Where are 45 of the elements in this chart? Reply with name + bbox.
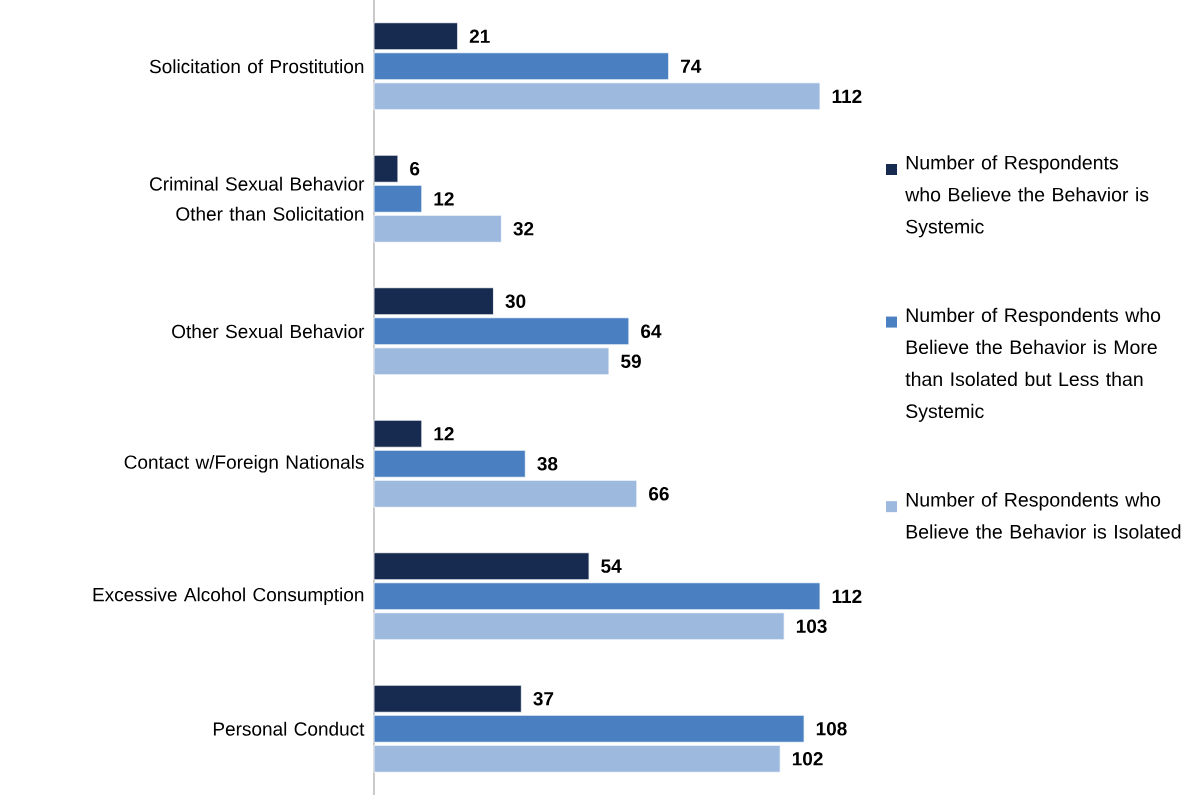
data-label: 12 bbox=[434, 192, 454, 206]
bar bbox=[373, 82, 821, 111]
data-label: 108 bbox=[816, 722, 847, 736]
legend-label: Number of Respondents who Believe the Behavior is More than Isolated but Less than Systemic bbox=[905, 307, 1161, 422]
y-tick-label: Personal Conduct bbox=[213, 721, 365, 736]
data-label: 102 bbox=[792, 752, 823, 766]
data-label: 32 bbox=[513, 222, 534, 236]
data-label: 64 bbox=[641, 324, 662, 338]
data-label: 74 bbox=[681, 59, 702, 73]
y-tick-label: Contact w/Foreign Nationals bbox=[124, 454, 364, 473]
data-label: 103 bbox=[796, 619, 827, 634]
bar bbox=[373, 214, 502, 243]
bar bbox=[373, 184, 423, 213]
data-label: 12 bbox=[434, 427, 454, 441]
bar bbox=[373, 552, 590, 581]
data-label: 30 bbox=[505, 294, 526, 308]
y-tick-label: Criminal Sexual Behavior Other than Solicitation bbox=[150, 176, 365, 221]
bar bbox=[373, 684, 522, 713]
data-label: 6 bbox=[410, 162, 420, 176]
data-label: 38 bbox=[537, 457, 558, 471]
bar bbox=[373, 22, 459, 51]
data-label: 66 bbox=[649, 487, 669, 501]
data-label: 37 bbox=[533, 692, 554, 706]
y-tick-label: Excessive Alcohol Consumption bbox=[93, 587, 364, 606]
bar bbox=[373, 347, 610, 376]
bar bbox=[373, 449, 526, 478]
data-label: 112 bbox=[832, 89, 862, 103]
bar bbox=[373, 582, 821, 611]
data-label: 54 bbox=[601, 559, 622, 573]
bar bbox=[373, 419, 423, 448]
bar bbox=[373, 287, 494, 316]
data-label: 112 bbox=[832, 589, 862, 603]
bar bbox=[373, 154, 399, 183]
data-label: 21 bbox=[469, 29, 490, 43]
bar bbox=[373, 317, 630, 346]
y-tick-label: Solicitation of Prostitution bbox=[149, 59, 364, 74]
legend-label: Number of Respondents who Believe the Behavior is Isolated bbox=[906, 492, 1181, 539]
bar bbox=[373, 612, 785, 641]
bar bbox=[373, 744, 781, 773]
bar bbox=[373, 52, 670, 81]
legend-label: Number of Respondents who Believe the Behavior is Systemic bbox=[905, 155, 1149, 238]
y-tick-label: Other Sexual Behavior bbox=[172, 324, 365, 339]
data-label: 59 bbox=[621, 354, 641, 369]
bar bbox=[373, 714, 805, 743]
bar bbox=[373, 479, 638, 508]
